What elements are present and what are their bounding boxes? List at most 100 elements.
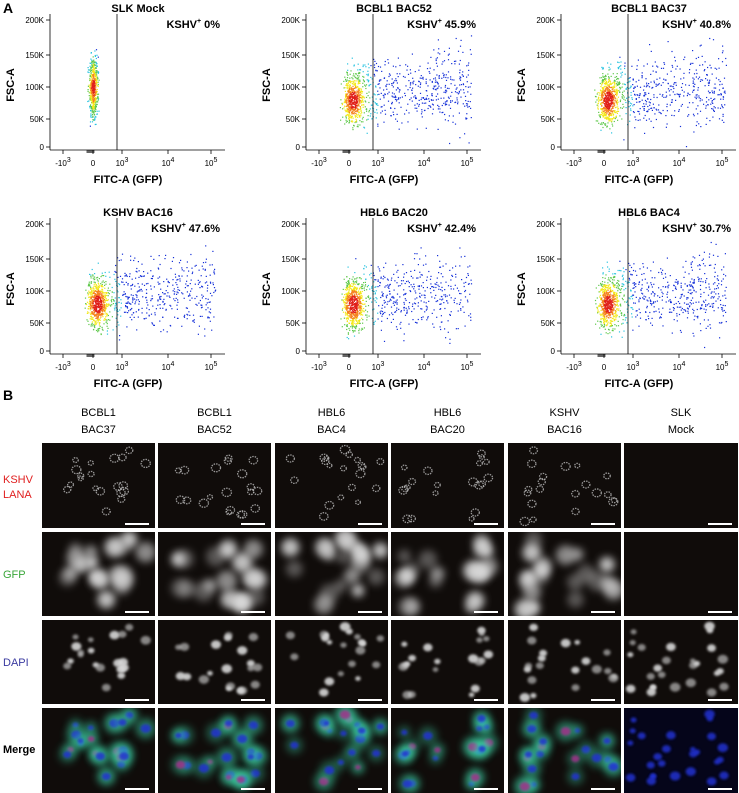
event-dot bbox=[455, 124, 456, 125]
event-dot bbox=[214, 269, 215, 270]
event-dot bbox=[449, 115, 450, 116]
event-dot bbox=[97, 78, 98, 79]
event-dot bbox=[435, 85, 436, 86]
gate-name: KSHV bbox=[407, 19, 438, 31]
event-dot bbox=[718, 107, 719, 108]
event-dot bbox=[717, 94, 718, 95]
event-dot bbox=[453, 115, 454, 116]
event-dot bbox=[380, 112, 381, 113]
event-dot bbox=[667, 110, 668, 111]
event-dot bbox=[380, 278, 381, 279]
event-dot bbox=[620, 100, 621, 101]
event-dot bbox=[89, 296, 90, 297]
event-dot bbox=[382, 111, 383, 112]
event-dot bbox=[451, 83, 452, 84]
event-dot bbox=[403, 307, 404, 308]
event-dot bbox=[723, 96, 724, 97]
event-dot bbox=[159, 276, 160, 277]
event-dot bbox=[667, 123, 668, 124]
event-dot bbox=[615, 77, 616, 78]
event-dot bbox=[417, 129, 418, 130]
event-dot bbox=[103, 280, 104, 281]
event-dot bbox=[128, 301, 129, 302]
event-dot bbox=[407, 66, 408, 67]
event-dot bbox=[115, 297, 116, 298]
event-dot bbox=[370, 65, 371, 66]
event-dot bbox=[356, 121, 357, 122]
event-dot bbox=[344, 106, 345, 107]
event-dot bbox=[349, 106, 350, 107]
event-dot bbox=[366, 266, 367, 267]
event-dot bbox=[606, 110, 607, 111]
event-dot bbox=[720, 81, 721, 82]
event-dot bbox=[381, 321, 382, 322]
event-dot bbox=[358, 313, 359, 314]
event-dot bbox=[607, 122, 608, 123]
flow-plot: HBL6 BAC20050K100K150K200K-1030103104105… bbox=[261, 207, 481, 390]
event-dot bbox=[102, 316, 103, 317]
event-dot bbox=[187, 291, 188, 292]
event-dot bbox=[176, 294, 177, 295]
event-dot bbox=[91, 298, 92, 299]
event-dot bbox=[355, 111, 356, 112]
event-dot bbox=[150, 285, 151, 286]
event-dot bbox=[449, 339, 450, 340]
event-dot bbox=[663, 79, 664, 80]
event-dot bbox=[698, 123, 699, 124]
event-dot bbox=[127, 306, 128, 307]
event-dot bbox=[464, 291, 465, 292]
event-dot bbox=[94, 80, 95, 81]
event-dot bbox=[707, 80, 708, 81]
event-dot bbox=[361, 102, 362, 103]
event-dot bbox=[177, 309, 178, 310]
event-dot bbox=[95, 104, 96, 105]
event-dot bbox=[379, 285, 380, 286]
event-dot bbox=[415, 298, 416, 299]
tick-exp: 5 bbox=[470, 157, 474, 164]
event-dot bbox=[133, 312, 134, 313]
event-dot bbox=[371, 302, 372, 303]
event-dot bbox=[156, 308, 157, 309]
event-dot bbox=[93, 79, 94, 80]
event-dot bbox=[459, 84, 460, 85]
event-dot bbox=[404, 294, 405, 295]
event-dot bbox=[410, 84, 411, 85]
event-dot bbox=[177, 287, 178, 288]
event-dot bbox=[90, 95, 91, 96]
event-dot bbox=[685, 84, 686, 85]
event-dot bbox=[712, 92, 713, 93]
event-dot bbox=[639, 113, 640, 114]
event-dot bbox=[722, 46, 723, 47]
event-dot bbox=[448, 120, 449, 121]
event-dot bbox=[354, 112, 355, 113]
event-dot bbox=[147, 283, 148, 284]
event-dot bbox=[430, 292, 431, 293]
event-dot bbox=[92, 323, 93, 324]
event-dot bbox=[418, 86, 419, 87]
event-dot bbox=[358, 332, 359, 333]
event-dot bbox=[681, 87, 682, 88]
event-dot bbox=[96, 323, 97, 324]
event-dot bbox=[162, 292, 163, 293]
event-dot bbox=[423, 78, 424, 79]
event-dot bbox=[136, 271, 137, 272]
event-dot bbox=[202, 266, 203, 267]
event-dot bbox=[452, 267, 453, 268]
event-dot bbox=[93, 106, 94, 107]
event-dot bbox=[382, 311, 383, 312]
event-dot bbox=[359, 109, 360, 110]
event-dot bbox=[90, 287, 91, 288]
event-dot bbox=[364, 327, 365, 328]
event-dot bbox=[384, 78, 385, 79]
event-dot bbox=[373, 309, 374, 310]
event-dot bbox=[97, 310, 98, 311]
event-dot bbox=[447, 88, 448, 89]
event-dot bbox=[93, 312, 94, 313]
event-dot bbox=[634, 116, 635, 117]
event-dot bbox=[121, 259, 122, 260]
event-dot bbox=[622, 96, 623, 97]
event-dot bbox=[418, 106, 419, 107]
event-dot bbox=[392, 314, 393, 315]
event-dot bbox=[383, 89, 384, 90]
event-dot bbox=[391, 280, 392, 281]
